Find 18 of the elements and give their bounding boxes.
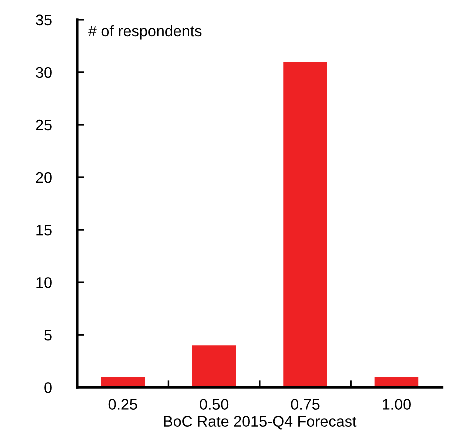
y-axis-title: # of respondents	[88, 25, 202, 40]
y-tick-label: 35	[36, 14, 52, 26]
y-tick-label: 10	[36, 277, 52, 288]
x-axis-title: BoC Rate 2015-Q4 Forecast	[164, 416, 357, 430]
y-tick-label: 30	[36, 67, 52, 78]
x-tick-label: 0.50	[200, 399, 229, 410]
x-tick-label: 0.25	[108, 399, 138, 410]
y-tick-label: 20	[36, 172, 52, 184]
y-tick-label: 25	[36, 120, 52, 131]
x-tick-label: 0.75	[291, 399, 320, 410]
bar	[284, 62, 328, 388]
y-tick-label: 5	[44, 330, 52, 341]
x-tick-label: 1.00	[383, 399, 411, 410]
y-tick-label: 15	[36, 225, 52, 236]
bar	[374, 377, 419, 388]
y-tick-label: 0	[44, 382, 52, 394]
bar	[192, 346, 236, 388]
bar	[101, 377, 146, 388]
